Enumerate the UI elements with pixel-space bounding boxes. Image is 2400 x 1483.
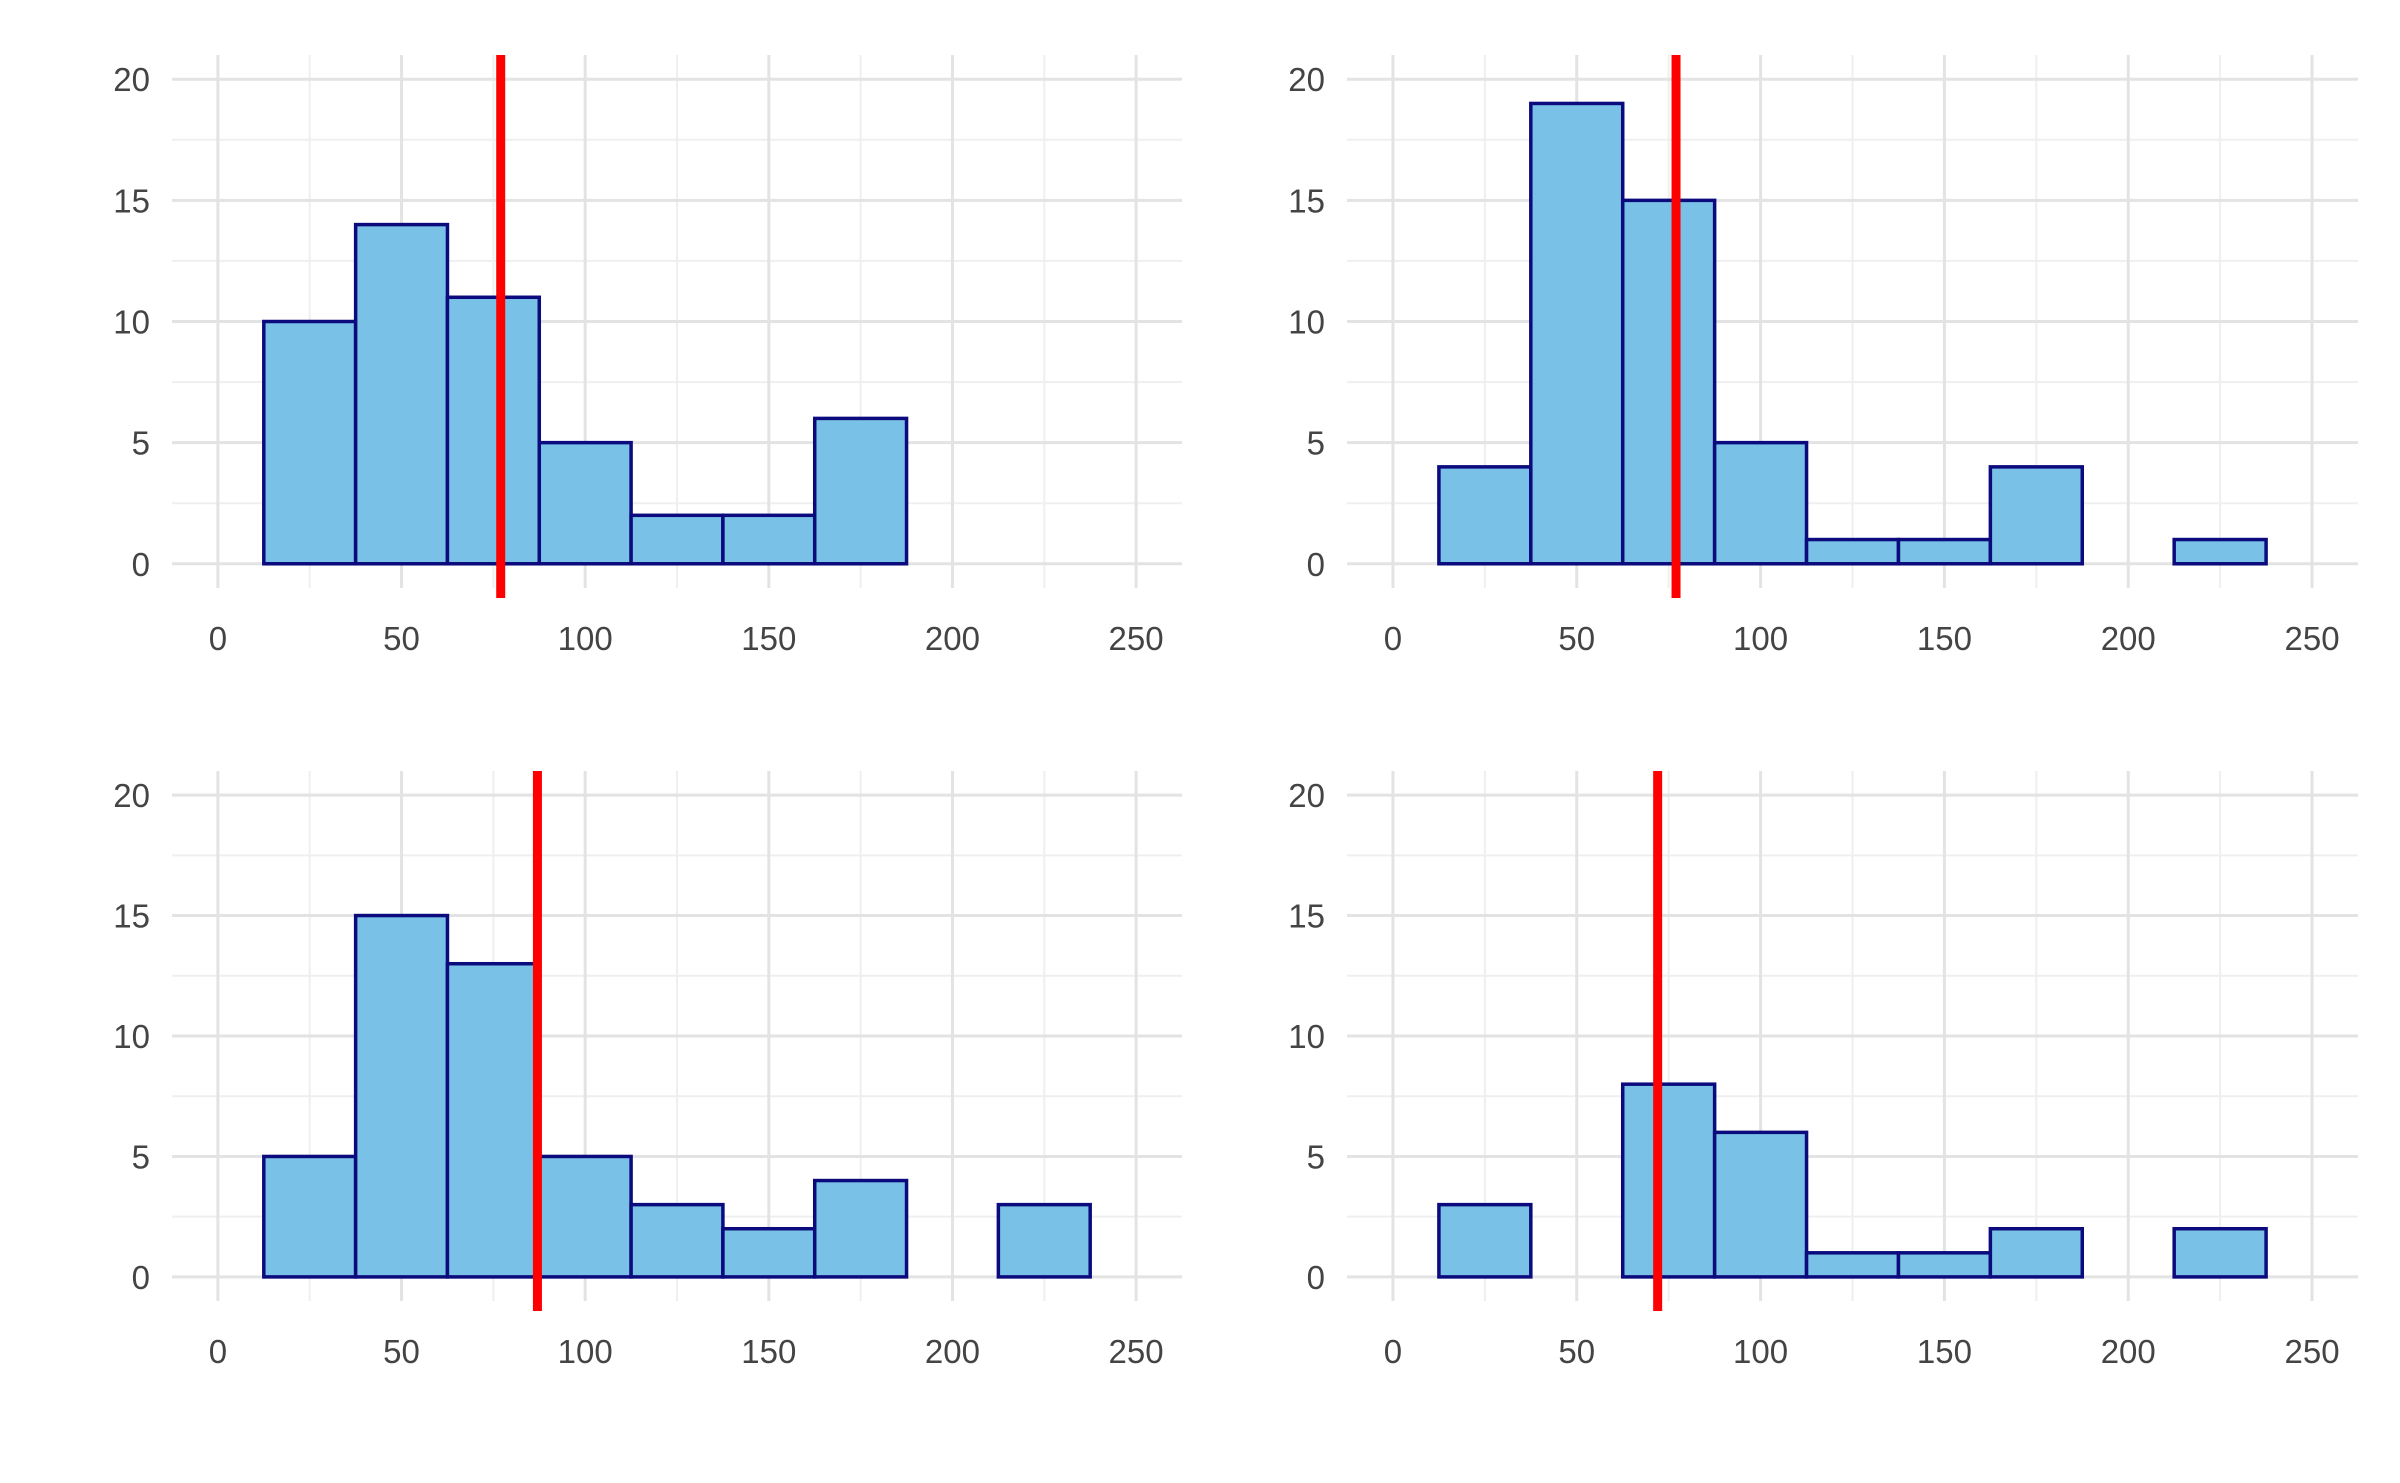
x-tick-label: 200 (925, 1333, 980, 1370)
y-tick-label: 10 (1288, 1018, 1325, 1055)
histogram-bar (1804, 537, 1901, 566)
y-tick-label: 20 (113, 777, 150, 814)
histogram-bars (262, 913, 1092, 1279)
histogram-bar (629, 513, 725, 566)
x-tick-label: 200 (925, 620, 980, 657)
histogram-bar (721, 513, 817, 566)
x-tick-label: 150 (1917, 620, 1972, 657)
x-tick-label: 250 (1109, 1333, 1164, 1370)
x-tick-label: 100 (1733, 1333, 1788, 1370)
histogram-bar (1804, 1251, 1901, 1279)
histogram-bar (2172, 1226, 2268, 1279)
histogram-bar (721, 1226, 817, 1279)
histogram-bars (1437, 1082, 2268, 1279)
y-tick-label: 10 (113, 1018, 150, 1055)
histogram-bar (445, 295, 542, 566)
y-tick-label: 0 (132, 1259, 150, 1296)
x-tick-label: 200 (2101, 620, 2156, 657)
y-tick-label: 0 (1307, 546, 1325, 583)
x-tick-label: 50 (1558, 620, 1595, 657)
y-tick-label: 20 (1288, 777, 1325, 814)
histogram-bar (2172, 537, 2268, 566)
y-tick-label: 0 (1307, 1259, 1325, 1296)
histogram-bar (1437, 465, 1533, 566)
tick-labels: 0 50 100 150 200 250 0 5 10 15 20 (1288, 61, 2339, 657)
y-tick-label: 15 (113, 182, 150, 219)
x-tick-label: 250 (2285, 620, 2340, 657)
x-tick-label: 150 (1917, 1333, 1972, 1370)
histogram-bar (996, 1202, 1092, 1279)
x-tick-label: 200 (2101, 1333, 2156, 1370)
y-tick-label: 10 (113, 304, 150, 341)
histogram-bar (1529, 101, 1625, 566)
x-tick-label: 0 (1384, 1333, 1402, 1370)
y-tick-label: 20 (1288, 61, 1325, 98)
y-tick-label: 5 (132, 425, 150, 462)
x-tick-label: 50 (383, 620, 420, 657)
histogram-bar (537, 1154, 633, 1279)
histogram-bar (1620, 1082, 1717, 1279)
y-tick-label: 10 (1288, 304, 1325, 341)
tick-labels: 0 50 100 150 200 250 0 5 10 15 20 (1288, 777, 2339, 1370)
y-tick-label: 15 (1288, 182, 1325, 219)
histogram-bar (1988, 1226, 2085, 1279)
histogram-bar (262, 1154, 358, 1279)
histogram-bar (1437, 1202, 1533, 1279)
histogram-bar (1620, 198, 1717, 566)
histogram-bar (629, 1202, 725, 1279)
y-tick-label: 15 (113, 898, 150, 935)
x-tick-label: 0 (209, 620, 227, 657)
x-tick-label: 250 (2285, 1333, 2340, 1370)
histogram-bar (445, 961, 542, 1279)
x-tick-label: 0 (209, 1333, 227, 1370)
histogram-bars (1437, 101, 2268, 566)
x-tick-label: 150 (741, 1333, 796, 1370)
histogram-panel-4: 0 50 100 150 200 250 0 5 10 15 20 (1288, 771, 2358, 1370)
histogram-bar (1712, 1130, 1809, 1279)
histogram-bar (353, 222, 450, 566)
histogram-bar (353, 913, 450, 1279)
tick-labels: 0 50 100 150 200 250 0 5 10 15 20 (113, 61, 1163, 657)
x-tick-label: 0 (1384, 620, 1402, 657)
x-tick-label: 100 (558, 620, 613, 657)
tick-labels: 0 50 100 150 200 250 0 5 10 15 20 (113, 777, 1163, 1370)
x-tick-label: 250 (1109, 620, 1164, 657)
y-tick-label: 20 (113, 61, 150, 98)
y-tick-label: 0 (132, 546, 150, 583)
x-tick-label: 50 (1558, 1333, 1595, 1370)
y-tick-label: 5 (132, 1138, 150, 1175)
x-tick-label: 100 (558, 1333, 613, 1370)
histogram-bars (262, 222, 909, 566)
histogram-bar (812, 1178, 909, 1279)
histogram-panel-3: 0 50 100 150 200 250 0 5 10 15 20 (113, 771, 1182, 1370)
histogram-panel-2: 0 50 100 150 200 250 0 5 10 15 20 (1288, 55, 2358, 657)
histogram-bar (812, 416, 909, 566)
y-tick-label: 15 (1288, 898, 1325, 935)
x-tick-label: 50 (383, 1333, 420, 1370)
x-tick-label: 150 (741, 620, 796, 657)
y-tick-label: 5 (1307, 425, 1325, 462)
x-tick-label: 100 (1733, 620, 1788, 657)
histogram-bar (262, 319, 358, 566)
histogram-bar (1896, 537, 1993, 566)
histogram-panel-1: 0 50 100 150 200 250 0 5 10 15 20 (113, 55, 1182, 657)
histogram-bar (537, 440, 633, 566)
histogram-bar (1712, 440, 1809, 566)
histogram-bar (1988, 465, 2085, 566)
histogram-bar (1896, 1251, 1993, 1279)
y-tick-label: 5 (1307, 1138, 1325, 1175)
